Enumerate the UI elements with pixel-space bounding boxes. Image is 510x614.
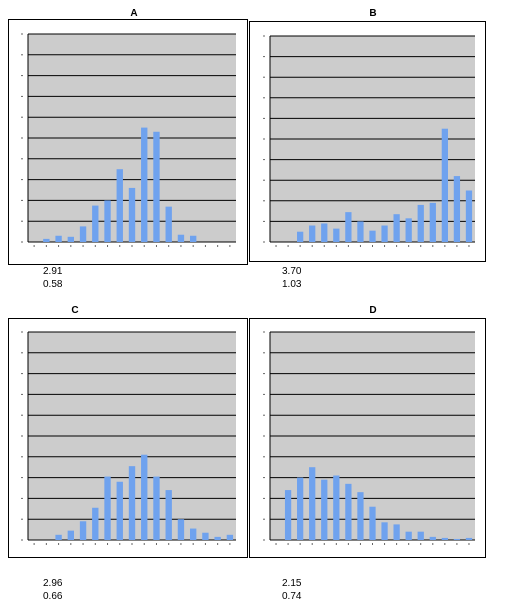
chart-b-bar	[441, 128, 448, 242]
chart-b-bar	[417, 204, 424, 242]
chart-b-bar	[345, 212, 352, 242]
chart-a-bar	[189, 235, 197, 242]
chart-a-bar	[43, 238, 50, 242]
chart-d-bar	[381, 522, 388, 540]
chart-d-bar	[441, 537, 448, 540]
chart-c-bar	[141, 454, 148, 540]
chart-b-bar	[465, 190, 473, 242]
chart-d-bar	[393, 524, 400, 540]
chart-c-bar	[128, 466, 136, 540]
chart-c-title: C	[71, 305, 79, 316]
chart-a-bar	[79, 226, 87, 242]
chart-b-bar	[429, 202, 436, 242]
chart-a-title: A	[130, 8, 138, 19]
chart-b-bar	[405, 218, 412, 242]
chart-c-bar	[116, 481, 123, 540]
chart-c-plot	[21, 331, 236, 545]
chart-c-bar	[104, 476, 111, 540]
chart-a-bar	[153, 131, 160, 242]
chart-d-bar	[453, 538, 461, 540]
chart-b-bar	[369, 230, 376, 242]
chart-b-bar	[333, 228, 340, 242]
chart-d-bar	[429, 536, 436, 540]
chart-d-plot	[263, 331, 475, 545]
chart-b-bar	[453, 176, 461, 242]
chart-d-bar	[357, 492, 364, 540]
chart-b-stat-sd: 1.03	[282, 279, 302, 290]
chart-a-bar	[55, 235, 62, 242]
chart-b-bar	[393, 214, 400, 242]
chart-c-bar	[79, 521, 87, 540]
chart-b-title: B	[369, 8, 377, 19]
chart-d-bar	[284, 490, 292, 540]
chart-a-stat-sd: 0.58	[43, 279, 63, 290]
chart-c-bar	[214, 536, 221, 540]
chart-b-bar	[381, 225, 388, 242]
chart-a-bar	[67, 236, 75, 242]
chart-d-bar	[465, 537, 473, 540]
chart-c-bar	[165, 490, 172, 540]
chart-d-title: D	[369, 305, 377, 316]
chart-d-bar	[297, 477, 304, 540]
chart-a-bar	[177, 234, 185, 242]
chart-a-bar	[165, 206, 172, 242]
chart-d-bar	[321, 479, 328, 540]
chart-a-bar	[116, 169, 123, 242]
chart-b-plot	[263, 35, 475, 247]
chart-c-stat-sd: 0.66	[43, 591, 63, 602]
chart-d-stat-mean: 2.15	[282, 578, 302, 589]
chart-a-bar	[104, 200, 111, 242]
chart-d-bar	[309, 467, 316, 540]
chart-b-stat-mean: 3.70	[282, 266, 302, 277]
chart-d-bar	[369, 506, 376, 540]
chart-c-bar	[202, 532, 209, 540]
chart-c-stat-mean: 2.96	[43, 578, 63, 589]
chart-d-bar	[405, 531, 412, 540]
chart-d-bar	[333, 475, 340, 540]
chart-a-stat-mean: 2.91	[43, 266, 63, 277]
chart-b-bar	[297, 231, 304, 242]
chart-a-bar	[141, 127, 148, 242]
chart-c-bar	[189, 528, 197, 540]
chart-d-bar	[417, 531, 424, 540]
chart-b-bar	[357, 221, 364, 242]
chart-c-bar	[92, 507, 99, 540]
chart-c-bar	[55, 534, 62, 540]
chart-a-bar	[92, 205, 99, 242]
chart-d-stat-sd: 0.74	[282, 591, 302, 602]
chart-c-bar	[67, 530, 75, 540]
chart-c-bar	[153, 476, 160, 540]
chart-c-bar	[177, 519, 185, 540]
chart-c-bar	[226, 534, 234, 540]
chart-d-bar	[345, 483, 352, 540]
chart-b-bar	[321, 223, 328, 242]
chart-a-plot	[21, 33, 236, 247]
chart-b-bar	[309, 225, 316, 242]
chart-a-bar	[128, 187, 136, 242]
